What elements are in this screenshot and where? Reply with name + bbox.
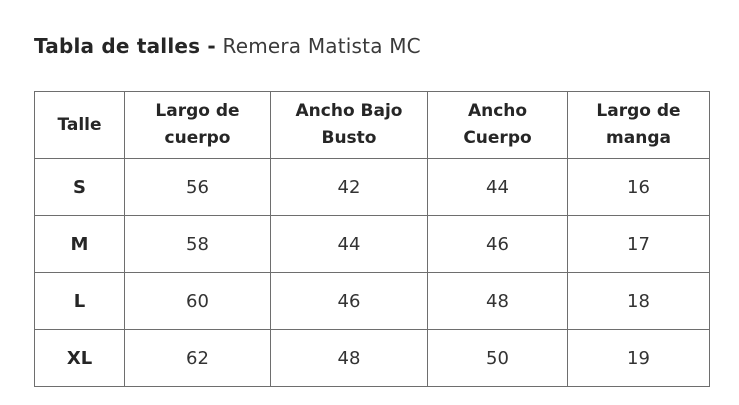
- largo-manga-cell: 16: [567, 158, 710, 216]
- table-row: L 60 46 48 18: [34, 272, 710, 330]
- header-line: cuerpo: [164, 128, 231, 148]
- largo-cuerpo-cell: 60: [124, 272, 271, 330]
- header-line: Largo de: [155, 101, 240, 121]
- header-line: Busto: [321, 128, 377, 148]
- header-talle: Talle: [34, 91, 125, 159]
- table-row: S 56 42 44 16: [34, 158, 710, 216]
- largo-manga-cell: 17: [567, 215, 710, 273]
- header-ancho-bajo-busto: Ancho Bajo Busto: [270, 91, 428, 159]
- ancho-cuerpo-cell: 44: [427, 158, 568, 216]
- ancho-bajo-busto-cell: 42: [270, 158, 428, 216]
- title-product-name: Remera Matista MC: [222, 34, 421, 58]
- ancho-bajo-busto-cell: 44: [270, 215, 428, 273]
- header-line: Ancho: [467, 101, 528, 121]
- size-chart-table: Talle Largo de cuerpo Ancho Bajo Busto A…: [34, 91, 710, 387]
- header-ancho-cuerpo: Ancho Cuerpo: [427, 91, 568, 159]
- largo-cuerpo-cell: 56: [124, 158, 271, 216]
- largo-manga-cell: 18: [567, 272, 710, 330]
- size-cell: XL: [34, 329, 125, 387]
- table-header-row: Talle Largo de cuerpo Ancho Bajo Busto A…: [34, 91, 710, 159]
- largo-manga-cell: 19: [567, 329, 710, 387]
- ancho-bajo-busto-cell: 48: [270, 329, 428, 387]
- header-line: manga: [606, 128, 671, 148]
- largo-cuerpo-cell: 58: [124, 215, 271, 273]
- size-cell: S: [34, 158, 125, 216]
- largo-cuerpo-cell: 62: [124, 329, 271, 387]
- header-largo-cuerpo: Largo de cuerpo: [124, 91, 271, 159]
- size-cell: M: [34, 215, 125, 273]
- ancho-cuerpo-cell: 46: [427, 215, 568, 273]
- table-row: M 58 44 46 17: [34, 215, 710, 273]
- table-row: XL 62 48 50 19: [34, 329, 710, 387]
- ancho-cuerpo-cell: 48: [427, 272, 568, 330]
- header-largo-manga: Largo de manga: [567, 91, 710, 159]
- size-cell: L: [34, 272, 125, 330]
- header-line: Ancho Bajo: [295, 101, 403, 121]
- ancho-bajo-busto-cell: 46: [270, 272, 428, 330]
- header-line: Largo de: [596, 101, 681, 121]
- header-talle-label: Talle: [57, 114, 102, 135]
- header-line: Cuerpo: [463, 128, 532, 148]
- title-prefix: Tabla de talles -: [34, 34, 216, 58]
- ancho-cuerpo-cell: 50: [427, 329, 568, 387]
- page-title: Tabla de talles - Remera Matista MC: [34, 32, 421, 60]
